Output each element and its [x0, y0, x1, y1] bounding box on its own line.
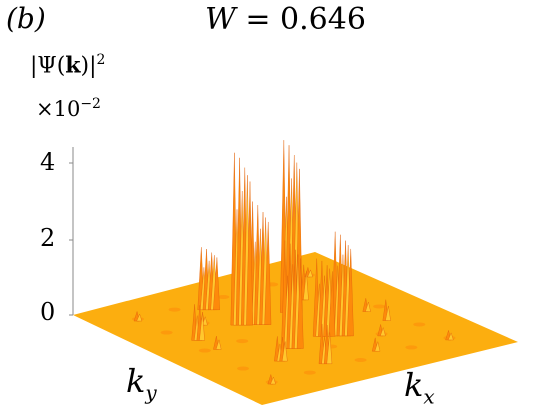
surface-spike: [447, 332, 454, 341]
z-label-exp: 2: [96, 52, 106, 68]
surface-spike: [374, 340, 381, 352]
z-label-bold: k: [65, 52, 81, 79]
surface-spike: [365, 301, 371, 312]
surface-spike: [213, 257, 220, 310]
surface-peak: [274, 336, 288, 362]
surface-spike: [136, 313, 143, 322]
y-label-base: k: [126, 362, 146, 400]
surface-peak: [197, 247, 220, 310]
z-label-base: |Ψ(: [30, 53, 66, 79]
surface-ripple: [198, 348, 211, 353]
surface-spike: [199, 311, 205, 341]
surface-peak: [382, 299, 391, 321]
surface-peak: [371, 337, 381, 352]
multiplier-base: ×10: [36, 97, 81, 121]
surface-spike: [328, 271, 336, 337]
surface-peak: [267, 373, 276, 385]
surface-ripple: [405, 345, 418, 350]
surface-peak: [191, 304, 205, 341]
surface-spike: [270, 376, 276, 385]
surface-ripple: [160, 330, 173, 335]
surface-spike: [385, 305, 391, 321]
surface-peak: [312, 258, 336, 337]
x-label-sub: x: [423, 384, 435, 409]
surface-ripple: [354, 358, 367, 362]
surface-ripple: [236, 339, 249, 344]
surface-peak: [230, 152, 254, 326]
surface-spike: [296, 258, 304, 349]
surface-spike: [379, 326, 386, 337]
title-value: 0.646: [280, 2, 366, 37]
surface-ripple: [413, 322, 426, 327]
surface-ripple: [168, 307, 181, 312]
y-axis-label: ky: [126, 362, 157, 404]
surface-ripple: [217, 295, 230, 299]
axes-group: [69, 147, 74, 316]
surface-peak: [331, 231, 354, 337]
surface-spike: [201, 316, 208, 326]
surface-peak: [377, 324, 386, 337]
surface-spike: [303, 271, 309, 301]
surface-peak: [213, 335, 222, 350]
surface-ripple: [237, 366, 250, 371]
surface-peak: [362, 298, 371, 312]
surface-spike: [281, 341, 288, 362]
surface-ripple: [373, 304, 386, 309]
z-tick-label-4: 4: [40, 148, 56, 176]
surface-peak: [281, 240, 304, 349]
surface-peak: [318, 323, 333, 364]
surface-spike: [264, 221, 272, 325]
multiplier-exp: −2: [80, 96, 101, 112]
z-tick-label-0: 0: [40, 298, 56, 326]
z-tick-label-2: 2: [40, 224, 56, 252]
z-multiplier: ×10−2: [36, 96, 101, 121]
title-prefix: W =: [205, 2, 281, 37]
y-label-sub: y: [145, 380, 157, 405]
surface-spike: [307, 269, 314, 278]
surface-spikes: [133, 140, 454, 385]
surface-peak: [445, 329, 454, 341]
z-axis-label: |Ψ(k)|2: [30, 52, 105, 78]
x-axis-label: kx: [404, 366, 435, 408]
surface-ripple: [303, 370, 316, 375]
surface-spike: [246, 181, 254, 326]
surface-peak: [133, 310, 143, 322]
x-label-base: k: [404, 366, 424, 404]
surface-spike: [326, 332, 333, 364]
chart-title: W = 0.646: [205, 2, 366, 37]
panel-label: (b): [6, 2, 46, 35]
surface-spike: [346, 248, 354, 337]
z-label-close: )|: [80, 53, 97, 79]
surface-spike: [215, 339, 222, 350]
